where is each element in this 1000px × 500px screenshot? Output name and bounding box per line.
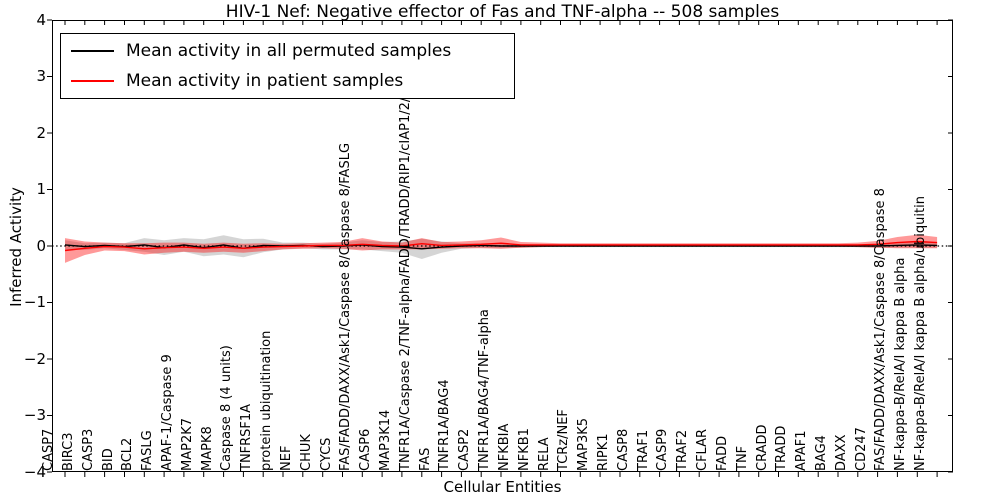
- x-tick-label: CASP3: [80, 428, 96, 471]
- x-tick-label: FAS/FADD/DAXX/Ask1/Caspase 8/Caspase 8: [873, 188, 889, 471]
- x-tick-label: FAS: [417, 447, 433, 471]
- x-tick-label: RELA: [536, 437, 552, 471]
- y-tick-label: −2: [23, 349, 46, 368]
- x-tick-label: FADD: [714, 435, 730, 471]
- x-tick-label: TNFR1A/BAG4/TNF-alpha: [477, 309, 492, 471]
- x-tick-label: NEF: [278, 445, 294, 471]
- legend: Mean activity in all permuted samples Me…: [60, 33, 515, 99]
- x-tick-label: CASP9: [655, 428, 671, 471]
- y-tick-label: −1: [23, 293, 46, 311]
- x-tick-label: RIPK1: [596, 433, 611, 471]
- x-tick-label: APAF-1/Caspase 9: [159, 354, 175, 471]
- y-tick-label: 0: [36, 236, 46, 255]
- x-tick-label: MAPK8: [199, 426, 215, 471]
- x-tick-label: FAS/FADD/DAXX/Ask1/Caspase 8/Caspase 8/F…: [338, 142, 354, 471]
- x-tick-label: NFKB1: [516, 428, 532, 471]
- x-tick-label: NF-kappa-B/RelA/I kappa B alpha/ubiquiti…: [913, 196, 929, 471]
- legend-label-permuted: Mean activity in all permuted samples: [126, 41, 452, 62]
- x-tick-label: TRAF2: [675, 429, 691, 471]
- y-tick-label: −3: [23, 406, 46, 424]
- x-tick-label: CRADD: [754, 424, 770, 472]
- legend-item-permuted: Mean activity in all permuted samples: [61, 37, 514, 65]
- y-tick-label: 4: [36, 10, 46, 29]
- x-tick-label: TNFR1A/BAG4: [437, 379, 453, 471]
- x-tick-label: BID: [100, 448, 116, 471]
- x-tick-label: CHUK: [298, 434, 314, 471]
- x-tick-label: NF-kappa-B/RelA/I kappa B alpha: [893, 257, 909, 471]
- y-tick-label: 1: [36, 180, 46, 198]
- x-tick-label: CASP2: [457, 428, 473, 471]
- x-tick-label: BCL2: [120, 437, 136, 471]
- x-tick-label: FASLG: [140, 430, 156, 471]
- x-tick-label: BIRC3: [60, 432, 76, 472]
- x-tick-label: Caspase 8 (4 units): [219, 345, 235, 471]
- y-tick-label: 3: [36, 67, 46, 85]
- legend-item-patient: Mean activity in patient samples: [61, 67, 514, 95]
- chart-title: HIV-1 Nef: Negative effector of Fas and …: [225, 2, 780, 22]
- x-tick-label: TCRz/NEF: [556, 409, 572, 471]
- x-tick-label: TRADD: [774, 425, 790, 471]
- x-tick-label: CASP8: [615, 428, 631, 471]
- x-tick-label: CD247: [853, 427, 869, 471]
- x-tick-label: MAP3K5: [576, 417, 592, 471]
- red-line-swatch-icon: [71, 79, 114, 82]
- x-tick-label: protein ubiquitination: [259, 330, 274, 471]
- x-tick-label: CYCS: [318, 437, 334, 471]
- x-tick-label: CASP6: [358, 428, 374, 471]
- legend-label-patient: Mean activity in patient samples: [126, 70, 404, 91]
- x-tick-label: TRAF1: [635, 429, 651, 471]
- black-line-swatch-icon: [71, 50, 114, 53]
- x-tick-label: TNF: [734, 445, 750, 471]
- x-tick-label: TNFRSF1A: [239, 403, 255, 471]
- x-tick-label: MAP2K7: [179, 417, 195, 471]
- x-tick-label: APAF1: [794, 430, 810, 471]
- x-axis-label: Cellular Entities: [443, 478, 562, 496]
- x-tick-label: NFKBIA: [496, 423, 512, 471]
- x-tick-label: DAXX: [833, 434, 849, 472]
- y-tick-label: −4: [23, 462, 46, 481]
- x-tick-label: TNFR1A/Caspase 2/TNF-alpha/FADD/TRADD/RI…: [397, 56, 413, 471]
- x-tick-label: CFLAR: [695, 428, 711, 471]
- x-tick-label: MAP3K14: [377, 409, 393, 471]
- y-tick-label: 2: [36, 123, 46, 142]
- plot-area: [47, 19, 953, 477]
- x-tick-label: BAG4: [814, 435, 829, 471]
